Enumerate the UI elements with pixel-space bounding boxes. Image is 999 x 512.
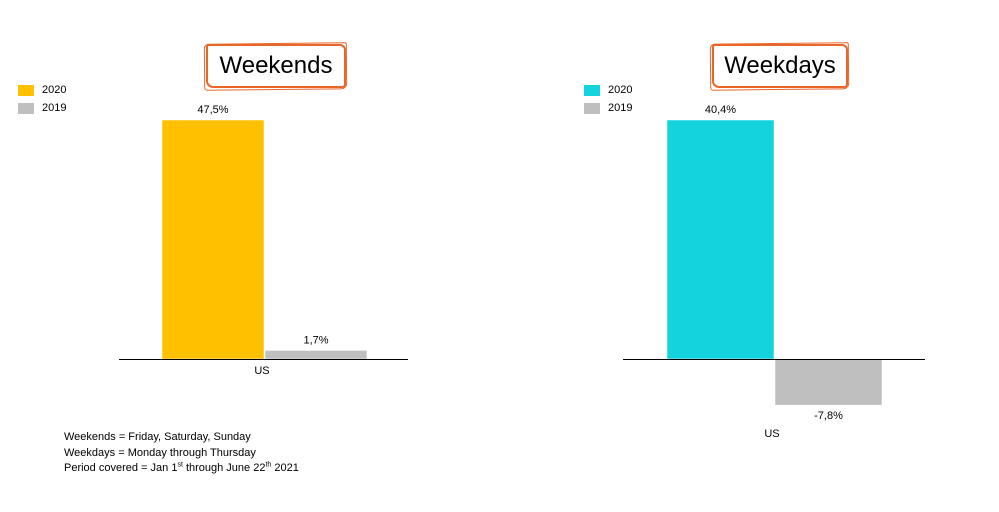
note-period-text: Period covered = Jan 1 xyxy=(64,462,178,474)
weekends-title-text: Weekends xyxy=(219,52,333,79)
weekdays-chart-title: Weekdays xyxy=(712,44,848,88)
legend-item-2020: 2020 xyxy=(18,81,66,99)
weekends-chart-title: Weekends xyxy=(206,44,346,88)
weekends-legend: 2020 2019 xyxy=(18,81,66,117)
note-period-sup: th xyxy=(265,461,272,469)
data-label-2019: 1,7% xyxy=(303,334,328,346)
data-label-2019: -7,8% xyxy=(814,410,843,422)
legend-label-2020: 2020 xyxy=(42,84,67,96)
category-label: US xyxy=(254,365,269,377)
weekdays-title-text: Weekdays xyxy=(724,52,836,79)
legend-item-2020: 2020 xyxy=(584,81,632,99)
legend-item-2019: 2019 xyxy=(584,99,632,117)
category-label: US xyxy=(764,428,779,440)
legend-label-2020: 2020 xyxy=(608,84,633,96)
data-label-2020: 47,5% xyxy=(197,104,228,116)
legend-swatch-2019 xyxy=(18,102,34,114)
legend-label-2019: 2019 xyxy=(608,102,633,114)
weekdays-legend: 2020 2019 xyxy=(584,81,632,117)
legend-label-2019: 2019 xyxy=(42,102,67,114)
legend-item-2019: 2019 xyxy=(18,99,66,117)
bar-2020 xyxy=(161,119,265,360)
note-weekends-definition: Weekends = Friday, Saturday, Sunday xyxy=(64,431,251,443)
legend-swatch-2020 xyxy=(18,84,34,96)
note-period-text: through June 22 xyxy=(182,462,266,474)
note-period-text: 2021 xyxy=(271,462,299,474)
note-period-covered: Period covered = Jan 1st through June 22… xyxy=(64,461,299,477)
legend-swatch-2019 xyxy=(584,102,600,114)
data-label-2020: 40,4% xyxy=(705,104,736,116)
note-period-sup: st xyxy=(177,461,183,469)
note-weekdays-definition: Weekdays = Monday through Thursday xyxy=(64,446,256,459)
bar-2019 xyxy=(774,358,883,406)
footnotes: Weekends = Friday, Saturday, Sunday Week… xyxy=(64,430,299,477)
legend-swatch-2020 xyxy=(584,84,600,96)
bar-2019 xyxy=(264,350,368,360)
bar-2020 xyxy=(666,119,775,360)
